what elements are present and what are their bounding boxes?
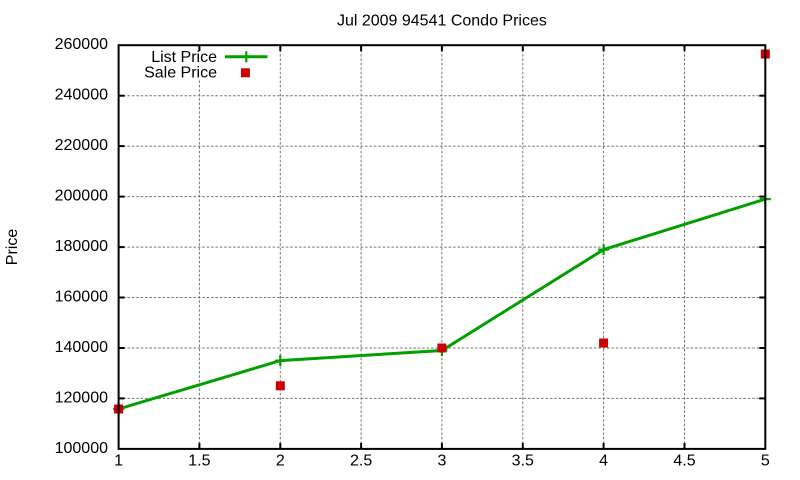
svg-text:200000: 200000	[55, 188, 108, 205]
svg-text:3.5: 3.5	[512, 453, 534, 470]
svg-text:1: 1	[114, 453, 123, 470]
svg-text:List Price: List Price	[151, 49, 217, 66]
svg-text:2: 2	[276, 453, 285, 470]
svg-text:180000: 180000	[55, 238, 108, 255]
svg-text:100000: 100000	[55, 440, 108, 457]
svg-text:5: 5	[761, 453, 770, 470]
svg-text:Jul 2009 94541 Condo Prices: Jul 2009 94541 Condo Prices	[337, 13, 547, 30]
svg-text:220000: 220000	[55, 137, 108, 154]
svg-text:240000: 240000	[55, 87, 108, 104]
svg-text:Price: Price	[4, 229, 21, 266]
svg-text:1.5: 1.5	[188, 453, 210, 470]
svg-text:260000: 260000	[55, 36, 108, 53]
svg-text:4: 4	[599, 453, 608, 470]
svg-text:4.5: 4.5	[673, 453, 695, 470]
svg-text:120000: 120000	[55, 389, 108, 406]
svg-text:2.5: 2.5	[350, 453, 372, 470]
svg-text:Sale Price: Sale Price	[144, 65, 217, 82]
svg-text:3: 3	[437, 453, 446, 470]
svg-text:140000: 140000	[55, 339, 108, 356]
svg-text:160000: 160000	[55, 289, 108, 306]
